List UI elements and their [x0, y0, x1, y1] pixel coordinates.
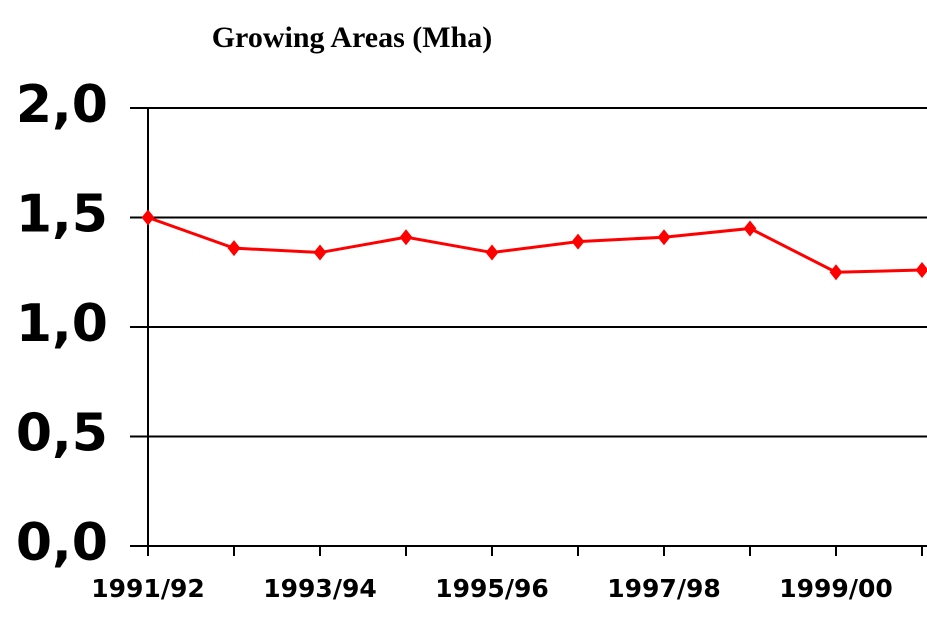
y-tick-label: 0,0 — [16, 513, 108, 573]
chart-title: Growing Areas (Mha) — [212, 21, 493, 54]
marker — [485, 244, 499, 261]
x-tick-label: 1993/94 — [263, 574, 377, 603]
marker — [399, 229, 413, 246]
marker — [743, 220, 757, 237]
marker — [657, 229, 671, 246]
x-tick-label: 1999/00 — [779, 574, 893, 603]
y-tick-label: 1,5 — [16, 185, 108, 245]
marker — [915, 262, 927, 279]
marker — [571, 233, 585, 250]
y-tick-label: 1,0 — [16, 294, 108, 354]
marker — [313, 244, 327, 261]
y-tick-label: 2,0 — [16, 75, 108, 135]
marker — [227, 240, 241, 257]
x-tick-label: 1995/96 — [435, 574, 549, 603]
line — [147, 216, 923, 274]
x-tick-label: 1997/98 — [607, 574, 721, 603]
x-tick-label: 1991/92 — [91, 574, 205, 603]
marker — [141, 209, 155, 226]
marker — [829, 264, 843, 281]
y-tick-label: 0,5 — [16, 404, 108, 464]
